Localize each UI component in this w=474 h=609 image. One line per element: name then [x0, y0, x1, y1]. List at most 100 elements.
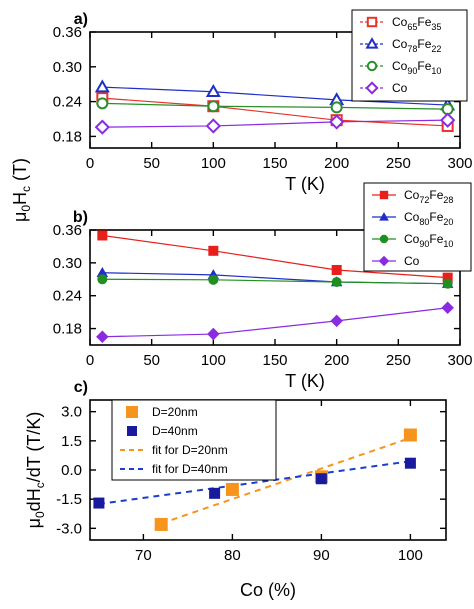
series-line: [102, 278, 448, 285]
data-point: [96, 97, 109, 110]
data-point: [331, 264, 342, 275]
data-point: [331, 277, 342, 288]
y-tick-label: 0.36: [53, 222, 82, 239]
y-label-sub: c: [33, 482, 47, 488]
legend-label: Co78Fe22: [392, 37, 441, 54]
data-point: [154, 517, 168, 531]
x-tick-label: 0: [86, 352, 94, 369]
data-point: [442, 272, 453, 283]
y-label-sub: 0: [33, 511, 47, 518]
x-tick-label: 50: [143, 155, 160, 172]
legend-label-part: Fe: [417, 59, 431, 73]
fit-line: [98, 460, 411, 506]
data-point: [94, 79, 110, 93]
legend-marker: [126, 406, 138, 418]
y-tick-label: 0.0: [61, 462, 82, 479]
y-label-sub: c: [19, 186, 33, 192]
y-axis-label-top: μ0Hc (T): [10, 158, 33, 222]
x-tick-label: 300: [447, 352, 472, 369]
x-tick-label: 100: [398, 547, 423, 564]
data-point: [403, 428, 417, 442]
data-point: [97, 274, 108, 285]
legend-label-sub: 65: [407, 22, 417, 32]
y-tick-label: 0.18: [53, 128, 82, 145]
legend-label-part: Fe: [417, 37, 431, 51]
legend-label-sub: 78: [407, 44, 417, 54]
x-tick-label: 150: [262, 155, 287, 172]
data-point: [209, 487, 221, 499]
legend-label-part: Co: [392, 59, 408, 73]
y-tick-label: 3.0: [61, 404, 82, 421]
data-point: [207, 100, 220, 113]
series-group: [97, 274, 453, 289]
y-label-part: /dT (T/K): [24, 412, 44, 483]
legend-label-part: Fe: [429, 232, 443, 246]
legend-label-part: Co: [404, 188, 420, 202]
legend-label: Co90Fe10: [392, 59, 441, 76]
data-point: [93, 497, 105, 509]
data-point: [441, 301, 454, 315]
x-tick-label: 0: [86, 155, 94, 172]
legend-label-part: Co: [392, 37, 408, 51]
y-label-part: (T): [10, 158, 30, 186]
series-line: [102, 234, 448, 279]
legend-marker: [127, 426, 137, 436]
data-point: [97, 230, 108, 241]
legend-marker: [379, 212, 389, 221]
legend-marker: [379, 190, 389, 200]
panel-1: 0 50 100 150 200 250 300 0.18 0.24 0.30 0.36a) T (K…: [53, 9, 473, 194]
y-tick-label: 0.30: [53, 255, 82, 272]
legend-marker: [365, 81, 379, 95]
legend-marker: [366, 16, 378, 28]
legend-label: fit for D=40nm: [152, 462, 228, 476]
y-tick-label: 0.24: [53, 94, 82, 111]
y-tick-label: 0.30: [53, 59, 82, 76]
y-tick-label: 0.18: [53, 321, 82, 338]
legend-label-sub: 28: [443, 195, 453, 205]
legend-label-part: Fe: [417, 15, 431, 29]
legend-label: D=40nm: [152, 424, 198, 438]
data-point: [96, 330, 109, 344]
y-tick-label: 0.36: [53, 24, 82, 41]
series-group: [94, 112, 456, 135]
legend-marker: [378, 255, 390, 267]
data-point: [315, 473, 327, 485]
legend-label: Co: [404, 254, 420, 268]
panel-2: 0 50 100 150 200 250 300 0.18 0.24 0.30 0.36b) T (K…: [53, 182, 473, 391]
data-point: [208, 274, 219, 285]
series-group: [96, 301, 454, 344]
y-tick-label: -1.5: [56, 491, 82, 508]
series-group: [93, 457, 416, 509]
y-tick-label: 1.5: [61, 433, 82, 450]
legend-marker: [366, 60, 378, 72]
legend-label-part: Co: [404, 210, 420, 224]
x-tick-label: 50: [143, 352, 160, 369]
legend: D=20nm D=40nm fit for D=20nm fit for D=40nm: [111, 399, 277, 481]
y-label-sub: 0: [19, 205, 33, 212]
x-tick-label: 150: [262, 352, 287, 369]
data-point: [205, 83, 221, 97]
legend-label-part: Fe: [429, 188, 443, 202]
legend-label-part: Co: [404, 232, 420, 246]
x-tick-label: 100: [201, 352, 226, 369]
panel-label: c): [74, 379, 88, 396]
legend-label: Co72Fe28: [404, 188, 453, 205]
legend-box: [111, 399, 277, 481]
panel-label: b): [73, 209, 88, 226]
legend-marker: [379, 234, 389, 244]
series-line: [102, 307, 448, 338]
data-point: [329, 114, 345, 130]
y-label-part: dH: [24, 488, 44, 511]
y-label-part: H: [10, 192, 30, 205]
legend-label: Co: [392, 81, 408, 95]
data-point: [225, 482, 239, 496]
x-tick-label: 90: [313, 547, 330, 564]
y-label-part: μ: [24, 518, 44, 528]
legend-label: Co65Fe35: [392, 15, 441, 32]
series-line: [102, 102, 448, 110]
legend-label-sub: 90: [419, 239, 429, 249]
x-tick-label: 100: [201, 155, 226, 172]
